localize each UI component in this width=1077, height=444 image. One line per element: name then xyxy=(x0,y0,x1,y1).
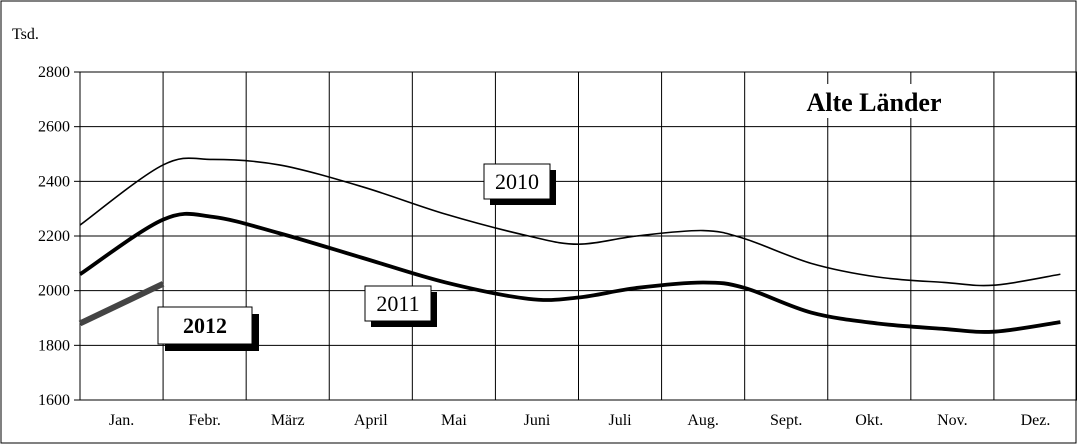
y-tick-label: 2200 xyxy=(38,228,70,245)
y-tick-label: 2000 xyxy=(38,283,70,300)
label-2012: 2012 xyxy=(157,306,259,351)
x-tick-label: März xyxy=(271,412,305,429)
title-box xyxy=(772,84,972,118)
x-tick-label: Juli xyxy=(608,412,632,429)
series-line-2011 xyxy=(78,211,1061,334)
x-tick-label: Sept. xyxy=(770,412,802,429)
x-tick-label: Febr. xyxy=(188,412,220,429)
x-tick-label: Aug. xyxy=(687,412,719,429)
label-2010: 2010 xyxy=(483,163,556,205)
x-tick-labels: Jan. Febr. März April Mai Juni Juli Aug. Sept. Ok… xyxy=(109,412,1050,429)
y-tick-label: 1800 xyxy=(38,337,70,354)
chart-title: Alte Länder xyxy=(806,88,941,117)
x-tick-label: Jan. xyxy=(109,412,134,429)
gridlines xyxy=(74,71,1077,401)
x-tick-label: April xyxy=(354,412,388,429)
y-tick-label: 2800 xyxy=(38,64,70,81)
y-tick-label: 2400 xyxy=(38,173,70,190)
y-axis-unit: Tsd. xyxy=(12,26,39,43)
x-tick-label: Mai xyxy=(441,412,467,429)
series-label-2010: 2010 xyxy=(495,169,539,194)
series-label-2012: 2012 xyxy=(183,313,227,338)
x-tick-label: Nov. xyxy=(937,412,968,429)
series-lines xyxy=(78,157,1061,334)
label-2011: 2011 xyxy=(364,285,437,327)
y-tick-label: 1600 xyxy=(38,392,70,409)
series-line-2010 xyxy=(79,157,1061,287)
x-tick-label: Dez. xyxy=(1021,412,1051,429)
x-tick-label: Okt. xyxy=(855,412,883,429)
y-tick-labels: 1600 1800 2000 2200 2400 2600 2800 xyxy=(38,64,70,409)
series-line-2012 xyxy=(78,281,165,327)
y-tick-label: 2600 xyxy=(38,119,70,136)
x-tick-label: Juni xyxy=(524,412,551,429)
series-label-2011: 2011 xyxy=(376,291,419,316)
